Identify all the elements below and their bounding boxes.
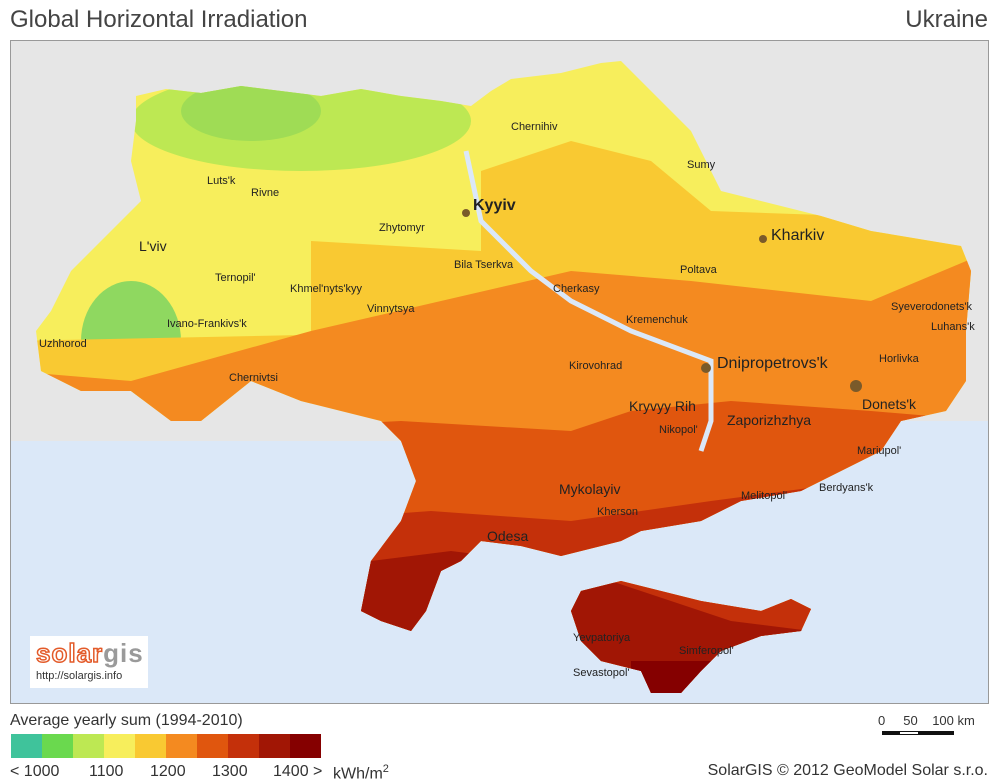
city-label: Horlivka [879,353,919,365]
legend-label: 1400 > [273,763,323,780]
city-label: Kherson [597,506,638,518]
city-label-capital: Kyyiv [473,197,516,214]
city-label: Poltava [680,264,717,276]
city-label: Chernihiv [511,121,558,133]
city-label: Ternopil' [215,272,256,284]
city-label: Yevpatoriya [573,632,631,644]
country-name: Ukraine [905,6,988,33]
city-label: Mykolayiv [559,481,621,497]
city-label: Kryvyy Rih [629,398,696,414]
city-label: Bila Tserkva [454,259,514,271]
logo-wordmark: solargis [35,637,144,669]
legend-swatch [228,734,259,758]
city-label: Zaporizhzhya [727,412,812,428]
scale-bar [882,731,954,735]
legend-swatch [42,734,73,758]
copyright: SolarGIS © 2012 GeoModel Solar s.r.o. [707,762,988,779]
legend-swatch [290,734,321,758]
logo-url[interactable]: http://solargis.info [36,670,123,682]
city-label: Simferopol' [679,645,734,657]
city-label: Syeverodonets'k [891,301,972,313]
city-label: Rivne [251,187,280,199]
legend-title: Average yearly sum (1994-2010) [10,712,243,729]
city-label: Zhytomyr [379,222,425,234]
city-label: Melitopol' [741,490,788,502]
city-label: Kirovohrad [569,360,623,372]
legend-swatch [135,734,166,758]
city-label: Sevastopol' [573,667,630,679]
legend-unit: kWh/m2 [333,763,389,783]
city-label: Luhans'k [931,321,975,333]
city-label: Sumy [687,159,716,171]
city-label: Odesa [487,528,529,544]
city-label: Kharkiv [771,227,825,244]
city-label: Chernivtsi [229,372,278,384]
city-label: L'viv [139,238,167,254]
legend-swatch [166,734,197,758]
city-label: Berdyans'k [819,482,874,494]
legend-label: 1100 [89,763,124,780]
legend-label: 1300 [212,763,248,780]
city-label: Nikopol' [659,424,698,436]
irradiation-map[interactable]: Chernihiv Sumy Luts'k Rivne Kyyiv Zhytom… [10,40,989,704]
map-title: Global Horizontal Irradiation [10,6,308,33]
legend-label: < 1000 [10,763,60,780]
city-label: Donets'k [862,396,917,412]
city-label: Ivano-Frankivs'k [167,318,247,330]
city-label: Vinnytsya [367,303,415,315]
legend-swatch [73,734,104,758]
legend-swatch [104,734,135,758]
solargis-logo[interactable]: solargis http://solargis.info [30,636,148,688]
dnipro-river [463,150,714,452]
city-markers [462,209,862,392]
legend-label: 1200 [150,763,186,780]
city-label: Luts'k [207,175,236,187]
city-label: Dnipropetrovs'k [717,355,828,372]
map-graphic [11,61,988,703]
city-label: Khmel'nyts'kyy [290,283,363,295]
scale-labels: 0 50 100 km [878,713,975,728]
city-label: Mariupol' [857,445,902,457]
legend-swatch [197,734,228,758]
city-label: Kremenchuk [626,314,688,326]
city-label: Uzhhorod [39,338,87,350]
legend-swatch [11,734,42,758]
city-label: Cherkasy [553,283,600,295]
legend-swatch [259,734,290,758]
legend-color-bar [11,734,321,758]
